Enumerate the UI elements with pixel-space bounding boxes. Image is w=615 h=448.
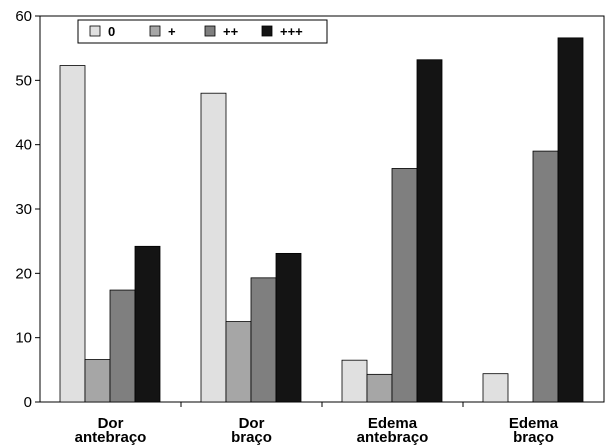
bar-plus-cat-3 (366, 373, 393, 403)
legend-label: +++ (280, 24, 303, 39)
x-category-label: Edema (368, 415, 418, 432)
legend: 0 + ++ +++ (77, 19, 328, 44)
legend-swatch (261, 25, 273, 37)
bar-plus-plus-cat-3 (391, 168, 418, 403)
x-category-label: Dor (239, 415, 265, 432)
bar-0-cat-3 (341, 359, 368, 403)
bars (59, 37, 584, 403)
bar-plus-plus-cat-2 (250, 277, 277, 403)
x-axis: DorantebraçoDorbraçoEdemaantebraçoEdemab… (75, 402, 559, 446)
bar-0-cat-2 (200, 92, 227, 403)
bar-plus-plus-plus-cat-3 (416, 59, 443, 403)
x-category-label: braço (231, 429, 272, 446)
x-category-label: antebraço (75, 429, 147, 446)
x-category-label: Edema (509, 415, 559, 432)
y-axis: 0 10 20 30 40 50 60 (15, 8, 40, 411)
bar-plus-plus-plus-cat-1 (134, 245, 161, 403)
legend-label: + (168, 24, 176, 39)
y-tick-label: 40 (15, 137, 32, 154)
y-tick-label: 30 (15, 201, 32, 218)
bar-plus-plus-plus-cat-4 (557, 37, 584, 403)
legend-label: ++ (223, 24, 239, 39)
x-category-label: antebraço (357, 429, 429, 446)
y-tick-label: 20 (15, 265, 32, 282)
y-tick-label: 60 (15, 8, 32, 25)
bar-0-cat-4 (482, 373, 509, 403)
legend-swatch (149, 25, 161, 37)
y-tick-label: 0 (24, 394, 32, 411)
legend-swatch (204, 25, 216, 37)
bar-plus-plus-plus-cat-2 (275, 252, 302, 403)
bar-plus-cat-1 (84, 359, 111, 403)
legend-swatch (89, 25, 101, 37)
y-tick-label: 50 (15, 72, 32, 89)
x-category-label: Dor (98, 415, 124, 432)
y-tick-label: 10 (15, 330, 32, 347)
bar-plus-plus-cat-1 (109, 289, 136, 403)
x-category-label: braço (513, 429, 554, 446)
bar-plus-cat-2 (225, 321, 252, 403)
bar-plus-plus-cat-4 (532, 150, 559, 403)
legend-label: 0 (108, 24, 115, 39)
bar-0-cat-1 (59, 65, 86, 403)
